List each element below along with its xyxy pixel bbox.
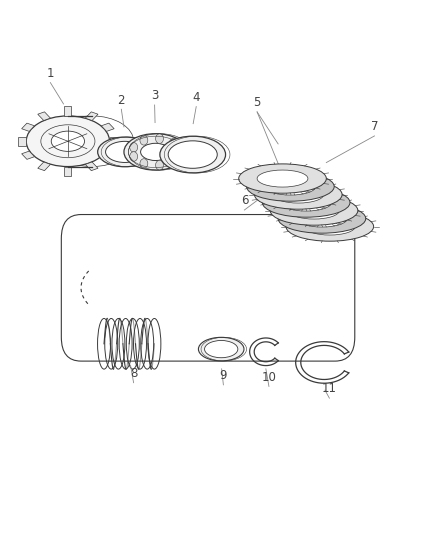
- Ellipse shape: [239, 164, 326, 193]
- Ellipse shape: [278, 204, 366, 233]
- Ellipse shape: [198, 337, 244, 361]
- Circle shape: [155, 160, 163, 170]
- Text: 4: 4: [192, 91, 200, 104]
- Ellipse shape: [160, 136, 226, 173]
- Ellipse shape: [289, 202, 339, 219]
- Circle shape: [130, 142, 138, 152]
- Polygon shape: [101, 151, 114, 159]
- Ellipse shape: [304, 218, 355, 235]
- Ellipse shape: [106, 141, 144, 163]
- Ellipse shape: [265, 178, 316, 195]
- Polygon shape: [18, 137, 26, 146]
- Polygon shape: [38, 112, 50, 120]
- Polygon shape: [64, 166, 71, 176]
- Circle shape: [155, 134, 163, 143]
- Circle shape: [140, 135, 148, 145]
- Polygon shape: [64, 107, 71, 116]
- Polygon shape: [85, 112, 98, 120]
- Text: 1: 1: [46, 67, 54, 80]
- Ellipse shape: [205, 341, 238, 358]
- Text: 7: 7: [371, 120, 378, 133]
- Ellipse shape: [254, 180, 342, 209]
- Ellipse shape: [270, 196, 358, 225]
- Polygon shape: [21, 151, 35, 159]
- Polygon shape: [110, 137, 117, 146]
- Text: 8: 8: [130, 367, 137, 380]
- Polygon shape: [38, 162, 50, 171]
- Ellipse shape: [286, 212, 374, 241]
- Ellipse shape: [26, 116, 110, 166]
- Circle shape: [170, 139, 177, 148]
- Text: 9: 9: [219, 369, 227, 382]
- Ellipse shape: [98, 137, 152, 167]
- Text: 5: 5: [254, 96, 261, 109]
- Text: 6: 6: [240, 195, 248, 207]
- Ellipse shape: [51, 131, 85, 151]
- Ellipse shape: [257, 170, 308, 187]
- Circle shape: [140, 159, 148, 168]
- Ellipse shape: [141, 143, 170, 160]
- Ellipse shape: [168, 141, 217, 168]
- Circle shape: [130, 152, 138, 161]
- Circle shape: [175, 147, 183, 157]
- Text: 11: 11: [322, 383, 337, 395]
- Ellipse shape: [262, 188, 350, 217]
- Ellipse shape: [247, 172, 334, 201]
- Polygon shape: [101, 123, 114, 131]
- Ellipse shape: [273, 186, 324, 203]
- Polygon shape: [21, 123, 35, 131]
- Circle shape: [170, 156, 177, 165]
- Ellipse shape: [124, 134, 187, 170]
- Text: 10: 10: [261, 371, 276, 384]
- Text: 3: 3: [151, 90, 158, 102]
- Ellipse shape: [297, 210, 347, 227]
- Text: 2: 2: [117, 94, 125, 107]
- Ellipse shape: [281, 194, 332, 211]
- Polygon shape: [85, 162, 98, 171]
